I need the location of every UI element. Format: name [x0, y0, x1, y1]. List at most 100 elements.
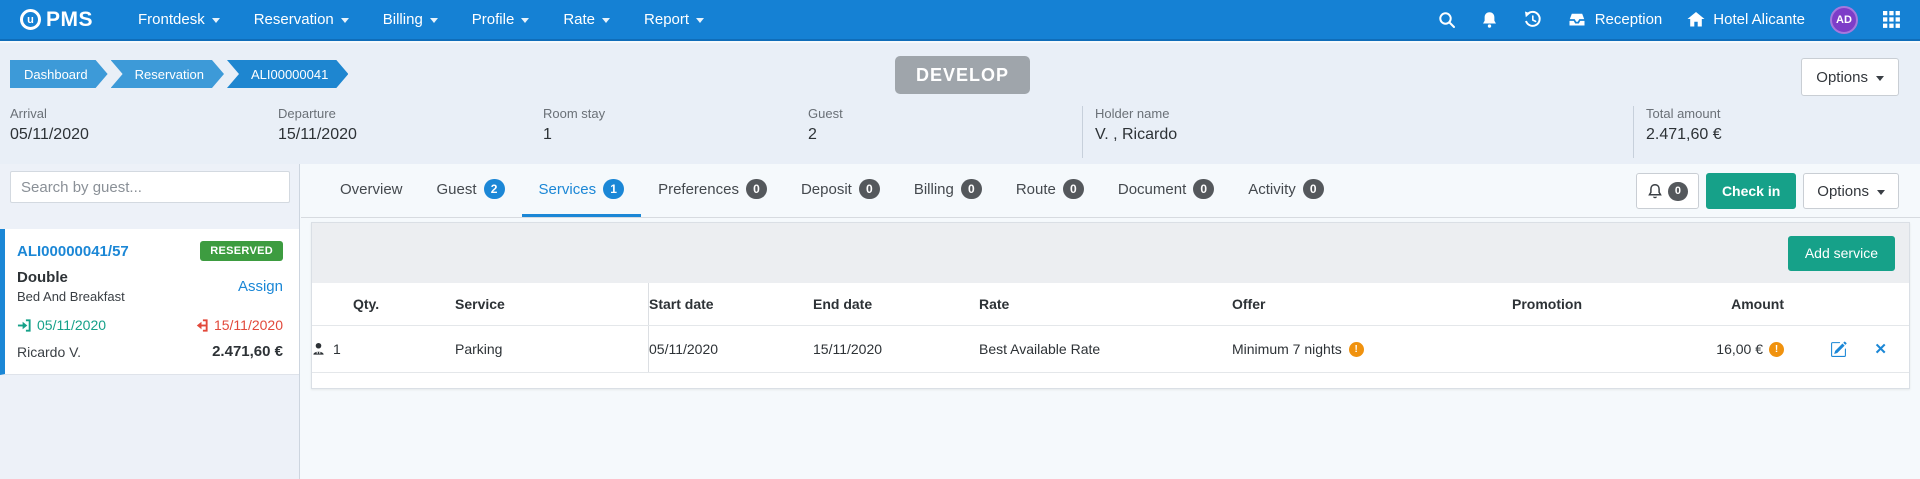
main-panel: Overview Guest 2 Services 1 Preferences … [301, 164, 1920, 479]
brand-name: PMS [46, 7, 94, 31]
check-in-button[interactable]: Check in [1705, 173, 1797, 209]
checkout-date-value: 15/11/2020 [213, 317, 283, 333]
field-label: Guest [808, 106, 843, 121]
menu-profile[interactable]: Profile [455, 0, 547, 39]
reservation-header: Dashboard Reservation ALI00000041 DEVELO… [0, 43, 1920, 164]
tab-count-badge: 2 [483, 179, 505, 199]
tab-deposit[interactable]: Deposit 0 [784, 164, 897, 217]
sign-out-icon [196, 318, 208, 332]
tab-route[interactable]: Route 0 [999, 164, 1101, 217]
delete-service-icon[interactable]: ✕ [1874, 341, 1887, 358]
menu-rate[interactable]: Rate [546, 0, 627, 39]
tab-label: Document [1117, 180, 1187, 198]
tab-billing[interactable]: Billing 0 [897, 164, 999, 217]
room-stay-reference[interactable]: ALI00000041/57 [17, 242, 129, 260]
chevron-down-icon [1876, 75, 1884, 81]
room-stay-amount: 2.471,60 € [212, 343, 283, 360]
col-promotion: Promotion [1512, 296, 1582, 312]
col-start-date: Start date [648, 283, 813, 325]
chevron-down-icon [602, 18, 611, 23]
room-stay-card[interactable]: ALI00000041/57 RESERVED Double Bed And B… [0, 229, 299, 375]
avatar-initials: AD [1836, 13, 1852, 26]
service-qty-cell: 1 [312, 326, 455, 372]
person-icon [313, 342, 324, 355]
services-toolbar: Add service [312, 223, 1909, 283]
chevron-down-icon [429, 18, 438, 23]
col-offer: Offer [1232, 296, 1266, 312]
chevron-down-icon [340, 18, 349, 23]
service-end-date: 15/11/2020 [813, 341, 883, 357]
hotel-selector[interactable]: Hotel Alicante [1687, 11, 1805, 28]
options-label: Options [1816, 68, 1868, 86]
tab-count-badge: 0 [858, 179, 880, 199]
tab-guest[interactable]: Guest 2 [420, 164, 522, 217]
guest-name: Ricardo V. [17, 343, 82, 360]
tab-services[interactable]: Services 1 [521, 164, 642, 217]
room-info: Double Bed And Breakfast [17, 269, 125, 304]
service-qty: 1 [333, 341, 341, 357]
user-avatar[interactable]: AD [1830, 5, 1858, 34]
breadcrumb-reservation[interactable]: Reservation [111, 60, 224, 88]
tab-count-badge: 0 [745, 179, 767, 199]
menu-billing[interactable]: Billing [366, 0, 455, 39]
summary-holder-name: Holder name V. , Ricardo [1082, 106, 1177, 158]
menu-label: Billing [382, 11, 423, 28]
chevron-down-icon [696, 18, 705, 23]
service-rate: Best Available Rate [979, 341, 1101, 357]
navbar-right: Reception Hotel Alicante AD [1438, 5, 1900, 34]
tab-count-badge: 0 [1193, 179, 1215, 199]
tab-options-button[interactable]: Options [1803, 173, 1899, 209]
summary-total-amount: Total amount 2.471,60 € [1633, 106, 1722, 158]
field-label: Room stay [543, 106, 606, 121]
offer-warning-icon[interactable]: ! [1348, 341, 1364, 357]
tab-label: Overview [340, 180, 403, 198]
station-selector[interactable]: Reception [1567, 11, 1662, 28]
breadcrumb-dashboard[interactable]: Dashboard [10, 60, 108, 88]
chevron-down-icon [1877, 189, 1885, 195]
main-menu: Frontdesk Reservation Billing Profile Ra… [121, 0, 721, 39]
tab-count-badge: 0 [960, 179, 982, 199]
tab-document[interactable]: Document 0 [1101, 164, 1231, 217]
assign-room-link[interactable]: Assign [237, 278, 283, 295]
status-badge: RESERVED [200, 241, 283, 261]
guest-search-input[interactable] [10, 171, 290, 203]
service-actions-cell: ✕ [1792, 326, 1909, 372]
service-amount-cell: 16,00 € ! [1672, 326, 1792, 372]
tab-label: Deposit [800, 180, 852, 198]
environment-badge: DEVELOP [895, 56, 1030, 94]
menu-label: Report [644, 11, 690, 28]
apps-grid-icon[interactable] [1883, 11, 1900, 28]
tab-label: Route [1015, 180, 1056, 198]
service-amount: 16,00 € [1716, 341, 1763, 357]
service-row-parking[interactable]: 1 Parking 05/11/2020 15/11/2020 Best Ava… [312, 326, 1909, 373]
field-label: Holder name [1095, 106, 1170, 121]
menu-frontdesk[interactable]: Frontdesk [121, 0, 237, 39]
menu-reservation[interactable]: Reservation [237, 0, 366, 39]
add-service-button[interactable]: Add service [1787, 235, 1895, 271]
tab-preferences[interactable]: Preferences 0 [641, 164, 784, 217]
chevron-down-icon [211, 18, 220, 23]
chevron-down-icon [521, 18, 530, 23]
search-icon[interactable] [1438, 11, 1456, 29]
edit-service-icon[interactable] [1830, 341, 1848, 358]
col-qty: Qty. [353, 296, 380, 312]
checkout-date: 15/11/2020 [194, 317, 283, 333]
services-table-header: Qty. Service Start date End date Rate Of… [312, 283, 1909, 326]
app-logo[interactable]: u PMS [20, 8, 93, 32]
breadcrumb-reservation-id[interactable]: ALI00000041 [227, 60, 348, 88]
reservation-notifications-button[interactable]: 0 [1635, 173, 1699, 209]
notifications-bell-icon[interactable] [1481, 11, 1498, 29]
tab-overview[interactable]: Overview [323, 164, 420, 217]
checkin-date-value: 05/11/2020 [37, 317, 107, 333]
history-icon[interactable] [1523, 10, 1542, 29]
home-icon [1687, 12, 1705, 27]
amount-warning-icon[interactable]: ! [1769, 341, 1784, 357]
field-value: V. , Ricardo [1095, 126, 1178, 143]
services-panel: Add service Qty. Service Start date End … [311, 222, 1910, 389]
menu-label: Profile [471, 11, 515, 28]
field-label: Departure [278, 106, 336, 121]
header-options-button[interactable]: Options [1801, 58, 1899, 96]
col-amount: Amount [1731, 296, 1784, 312]
tab-activity[interactable]: Activity 0 [1231, 164, 1341, 217]
menu-report[interactable]: Report [627, 0, 721, 39]
